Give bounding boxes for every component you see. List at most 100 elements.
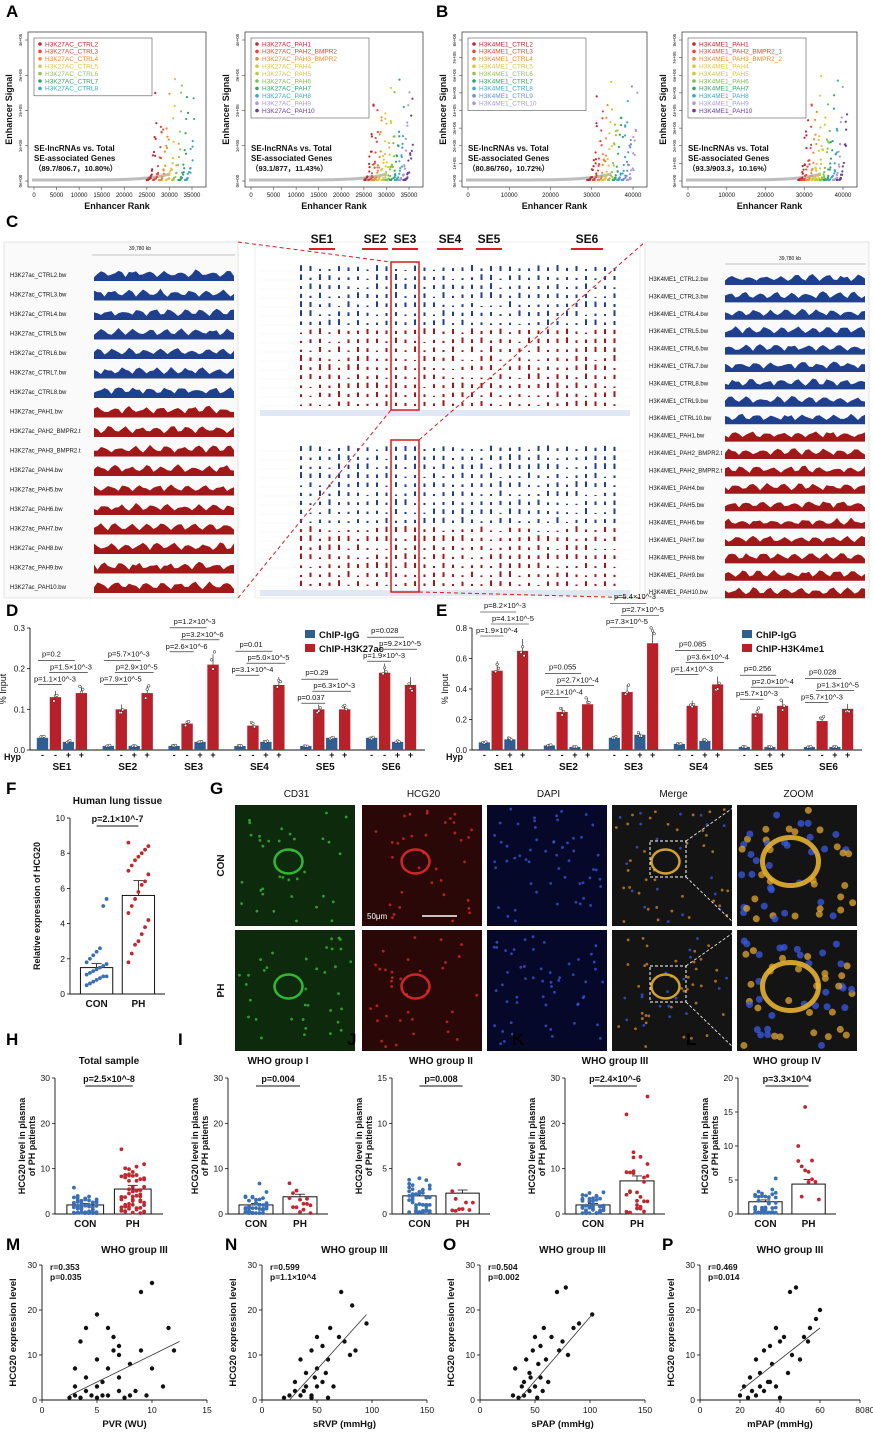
x-tick-label: 20000 (757, 193, 774, 199)
data-point (305, 1196, 309, 1201)
data-point (75, 1210, 80, 1215)
se-label: SE4 (439, 232, 462, 246)
mini-peak (547, 581, 549, 586)
mini-peak (414, 340, 416, 343)
mini-peak (480, 575, 483, 577)
mini-peak (347, 511, 350, 514)
data-point (100, 1379, 105, 1385)
track-label: H3K4ME1_CTRL6.bw (649, 347, 709, 353)
track-label: H3K27ac_PAH10.bw (10, 585, 67, 591)
mini-peak (328, 269, 331, 271)
mini-peak (499, 395, 502, 397)
mini-peak (518, 545, 521, 550)
data-point (580, 1211, 585, 1215)
mini-peak (613, 374, 616, 379)
data-point (407, 1177, 412, 1182)
hyp-sign: - (496, 750, 499, 760)
cell-signal (380, 1039, 384, 1043)
data-point (101, 904, 106, 908)
data-point (142, 1209, 147, 1214)
legend-entry: H3K27AC_PAH2_BMPR2 (262, 49, 337, 56)
enhancer-point (192, 97, 195, 100)
x-tick-label: 0 (260, 1405, 265, 1415)
data-point (816, 1197, 821, 1202)
cell-signal (765, 862, 773, 870)
data-point (510, 1393, 516, 1398)
mini-peak (480, 501, 483, 505)
y-tick-label: 5 (382, 1164, 387, 1174)
mini-peak (537, 499, 540, 505)
baseline-curve (32, 172, 171, 182)
data-point (457, 1162, 462, 1167)
mini-peak (309, 466, 312, 469)
cell-signal (513, 908, 517, 912)
enhancer-point (381, 154, 385, 158)
mini-peak (509, 508, 511, 514)
mini-peak (509, 475, 511, 478)
y-tick-label: 20 (466, 1305, 476, 1315)
mini-peak (537, 312, 540, 316)
cell-signal (556, 818, 559, 822)
y-tick-label: 6e+05 (672, 68, 677, 81)
y-axis-label: Enhancer Signal (438, 74, 448, 145)
cell-signal (323, 971, 327, 974)
mini-peak (319, 519, 321, 523)
mini-peak (480, 401, 483, 406)
replicate-point (782, 704, 786, 708)
mini-peak (414, 463, 416, 469)
replicate-point (757, 706, 761, 710)
enhancer-point (805, 134, 808, 137)
x-tick-label: 0 (32, 193, 36, 199)
mini-peak (347, 521, 350, 523)
mini-peak (328, 582, 331, 586)
mini-peak (537, 454, 540, 460)
mini-peak (528, 268, 530, 271)
cell-signal (381, 949, 385, 953)
mini-peak (347, 267, 350, 271)
signal-track (725, 483, 865, 494)
cell-signal (339, 947, 343, 951)
data-point (407, 1210, 412, 1215)
enhancer-point (379, 174, 382, 177)
data-point (312, 1375, 317, 1380)
bar (378, 672, 391, 750)
enhancer-point (824, 116, 827, 119)
replicate-point (407, 682, 411, 686)
cell-signal (641, 937, 645, 940)
data-point (130, 1174, 135, 1178)
legend-entry: H3K4ME1_CTRL3 (479, 49, 533, 56)
cell-signal (390, 979, 393, 983)
mini-peak (575, 491, 578, 496)
chart-title: WHO group III (582, 1056, 649, 1067)
cell-signal (466, 899, 470, 902)
replicate-point (68, 739, 72, 743)
mini-peak (366, 494, 369, 496)
enhancer-point (828, 178, 832, 181)
mini-peak (480, 557, 483, 559)
mini-peak (490, 292, 492, 298)
mini-peak (490, 392, 492, 397)
hyp-sign: + (507, 750, 512, 760)
enhancer-point (626, 169, 629, 172)
mini-peak (423, 355, 426, 361)
mini-peak (300, 446, 302, 451)
note-line: SE-associated Genes (468, 154, 550, 163)
enhancer-point (839, 120, 842, 124)
mini-peak (376, 492, 378, 496)
cell-signal (506, 971, 509, 974)
mini-peak (309, 295, 312, 298)
mini-peak (414, 377, 416, 379)
track-label: H3K4ME1_PAH9.bw (649, 573, 705, 579)
zoom-box (649, 840, 687, 878)
mini-peak (537, 367, 540, 370)
mini-peak (471, 519, 473, 523)
legend-swatch (472, 57, 476, 61)
mini-peak (338, 580, 340, 586)
enhancer-point (379, 150, 382, 153)
y-tick-label: 2e+05 (672, 139, 677, 152)
category-label: CON (754, 1219, 776, 1230)
mini-peak (556, 473, 559, 478)
mini-peak (328, 449, 331, 451)
cell-signal (375, 1004, 379, 1008)
mini-peak (300, 332, 302, 334)
